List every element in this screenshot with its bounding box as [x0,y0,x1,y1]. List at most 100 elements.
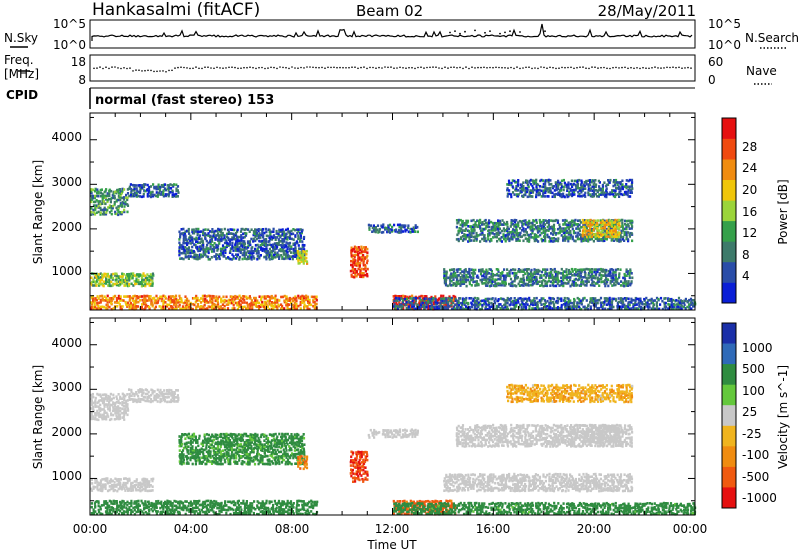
freq-point [663,67,665,69]
power-echo-cell [454,297,457,301]
power-echo-cell [590,272,593,276]
power-echo-cell [582,221,585,225]
power-echo-cell [137,275,140,278]
power-echo-cell [495,304,498,308]
power-echo-cell [183,251,186,254]
noise-search-point [489,30,491,32]
power-echo-cell [551,185,554,188]
power-echo-cell [596,223,599,227]
power-echo-cell [196,230,200,233]
power-echo-cell [476,225,479,229]
power-echo-cell [106,305,109,308]
power-echo-cell [485,303,488,306]
power-echo-cell [506,274,509,277]
power-echo-cell [461,297,464,300]
power-echo-cell [490,274,493,277]
power-echo-cell [99,307,103,310]
power-echo-cell [578,297,581,301]
power-echo-cell [302,250,305,253]
power-echo-cell [611,233,614,236]
power-echo-cell [488,222,491,225]
power-echo-cell [516,276,519,279]
freq-point [525,66,527,69]
power-echo-cell [182,236,185,239]
power-echo-cell [263,300,266,304]
velocity-echo-cell [99,512,102,515]
power-echo-cell [551,237,554,240]
power-echo-cell [623,307,627,310]
power-echo-cell [268,230,271,234]
power-echo-cell [244,251,248,255]
power-echo-cell [617,181,620,184]
power-echo-cell [162,189,165,192]
power-echo-cell [627,179,630,183]
power-echo-cell [119,211,122,214]
velocity-echo-cell [99,505,102,509]
power-echo-cell [534,279,537,283]
freq-point [312,66,314,69]
power-echo-cell [551,307,554,310]
power-echo-cell [149,195,153,199]
freq-point [216,66,218,69]
power-echo-cell [139,295,142,298]
power-echo-cell [600,269,603,273]
power-echo-cell [509,303,512,306]
power-echo-cell [120,308,123,311]
power-echo-cell [247,257,250,261]
power-echo-cell [459,307,462,311]
power-echo-cell [592,233,595,237]
power-echo-cell [146,273,149,276]
power-echo-cell [432,305,435,309]
power-echo-cell [492,284,495,287]
power-echo-cell [537,235,540,238]
power-echo-cell [294,301,297,305]
power-echo-cell [114,210,117,214]
power-echo-cell [147,299,151,302]
power-echo-cell [504,278,507,281]
power-echo-cell [196,240,199,243]
power-echo-cell [506,226,509,229]
power-echo-cell [680,300,684,303]
colorbar-swatch [722,179,736,201]
power-echo-cell [203,234,206,237]
freq-point [156,70,158,73]
power-echo-cell [531,301,534,305]
power-echo-cell [511,284,514,288]
freq-point [555,67,557,70]
power-echo-cell [215,295,218,298]
power-echo-cell [573,305,576,308]
power-echo-cell [400,294,403,298]
power-echo-cell [211,235,214,239]
power-echo-cell [625,268,628,271]
power-echo-cell [248,307,251,311]
power-echo-cell [295,299,298,303]
power-echo-cell [288,236,291,239]
power-echo-cell [96,188,99,191]
freq-point [402,67,404,69]
power-echo-cell [454,295,457,299]
power-echo-cell [256,243,259,247]
velocity-echo-cell [97,508,100,512]
freq-point [429,66,431,69]
power-echo-cell [198,236,201,240]
power-echo-cell [631,225,634,228]
power-echo-cell [605,195,608,199]
power-echo-cell [615,299,618,302]
power-echo-cell [565,270,568,274]
power-echo-cell [161,297,164,300]
power-echo-cell [450,303,453,307]
power-echo-cell [567,297,570,301]
power-echo-cell [479,278,482,282]
power-echo-cell [569,284,572,288]
power-echo-cell [110,189,113,193]
power-echo-cell [592,221,595,224]
power-echo-cell [268,236,271,240]
power-echo-cell [609,270,612,274]
power-echo-cell [132,284,135,287]
power-echo-cell [589,283,592,287]
power-echo-cell [211,302,214,306]
power-echo-cell [128,275,132,278]
power-echo-cell [121,299,124,302]
power-echo-cell [490,278,493,282]
power-echo-cell [508,189,511,192]
